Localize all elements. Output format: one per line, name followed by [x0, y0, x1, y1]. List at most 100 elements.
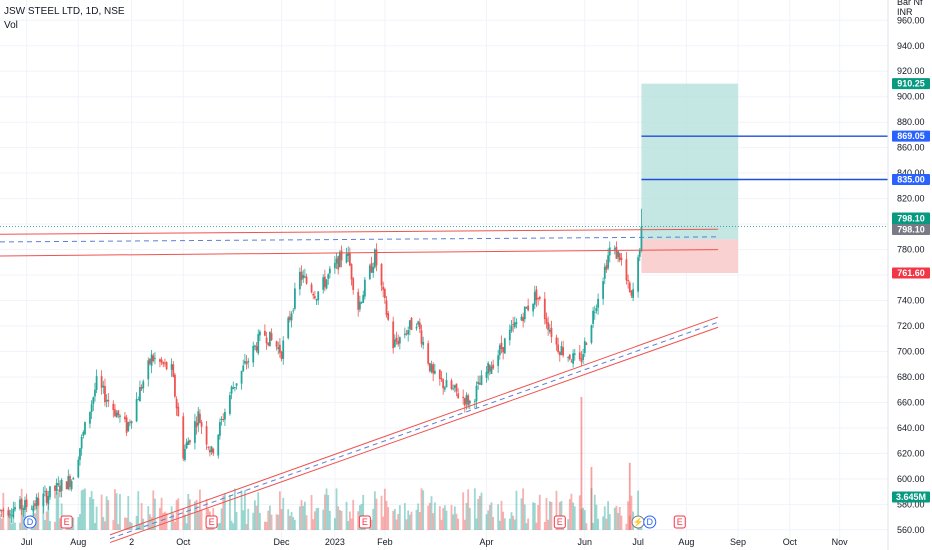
resistance-upper-line[interactable] — [0, 228, 719, 235]
volume-bar — [578, 495, 581, 530]
support-lower-line[interactable] — [109, 326, 719, 544]
volume-bar — [620, 515, 623, 530]
candle-body — [189, 440, 191, 443]
candle-body — [247, 360, 250, 363]
candle-body — [45, 490, 48, 503]
position-zones — [641, 83, 739, 274]
candle-body — [430, 364, 433, 373]
candle-body — [149, 358, 151, 364]
volume-bar — [583, 510, 586, 530]
candle-body — [625, 259, 628, 281]
candle-body — [130, 421, 133, 424]
volume-bar — [585, 523, 588, 530]
candle-body — [127, 422, 130, 431]
candle-body — [107, 399, 110, 402]
candle-body — [313, 296, 316, 299]
candle-body — [288, 316, 291, 320]
support-mid-line[interactable] — [109, 321, 719, 540]
volume-bar — [322, 509, 325, 530]
candle-body — [543, 298, 546, 320]
event-markers[interactable]: D E E E E ⚡ D E — [23, 515, 686, 529]
candle-body — [453, 385, 456, 388]
volume-bar — [259, 512, 261, 530]
volume-bar — [305, 515, 308, 530]
volume-bar — [195, 499, 198, 530]
price-tick-label: 820.00 — [897, 194, 925, 204]
candle-body — [177, 406, 180, 417]
candle-body — [352, 278, 355, 290]
candle-body — [640, 226, 643, 251]
candle-body — [585, 343, 588, 345]
volume-legend[interactable]: Vol — [4, 20, 18, 31]
volume-bar — [224, 493, 226, 530]
dividend-marker[interactable] — [643, 515, 657, 529]
candle-body — [212, 448, 215, 454]
candle-body — [358, 301, 361, 310]
candle-body — [112, 403, 115, 411]
candle-body — [293, 288, 296, 309]
candle-body — [618, 253, 621, 261]
candle-body — [568, 354, 571, 360]
volume-bar — [475, 518, 478, 530]
earnings-marker[interactable] — [673, 515, 686, 529]
candle-body — [468, 400, 471, 404]
resistance-mid-line[interactable] — [0, 236, 719, 243]
candle-body — [555, 337, 558, 345]
candle-body — [637, 257, 639, 292]
volume-bar — [372, 508, 375, 530]
time-tick-label: Jul — [632, 537, 644, 547]
support-upper-line[interactable] — [109, 316, 719, 536]
candle-body — [597, 298, 600, 308]
stop-price-tag — [892, 267, 930, 279]
candle-body — [325, 279, 328, 289]
volume-bar — [407, 510, 410, 530]
volume-bar — [165, 513, 168, 530]
earnings-marker[interactable] — [60, 515, 73, 529]
volume-bar — [445, 510, 448, 530]
candle-body — [323, 276, 326, 288]
currency-label: INR — [897, 7, 913, 17]
volume-bar — [347, 520, 350, 530]
candle-body — [9, 514, 11, 515]
volume-bar — [57, 489, 60, 530]
candle-body — [508, 330, 511, 341]
volume-bar — [538, 494, 541, 530]
candle-body — [185, 442, 188, 449]
volume-bar — [593, 494, 596, 530]
horizontal-levels[interactable] — [0, 135, 888, 227]
candle-body — [14, 507, 16, 510]
volume-bar — [197, 511, 200, 530]
candle-body — [102, 385, 105, 388]
volume-bar — [137, 491, 140, 530]
time-axis[interactable]: Jul Aug 2 Oct Dec 2023 Feb Apr Jun Jul Aug Sep Oct No… — [21, 537, 848, 547]
volume-bar — [95, 506, 98, 530]
volume-bar — [512, 515, 515, 530]
symbol-title[interactable]: JSW STEEL LTD, 1D, NSE — [4, 6, 125, 17]
dividend-marker[interactable] — [23, 515, 37, 529]
earnings-marker[interactable] — [553, 515, 566, 529]
time-tick-label: Aug — [70, 537, 86, 547]
candle-body — [613, 248, 616, 250]
earnings-marker[interactable] — [358, 515, 371, 529]
candle-body — [129, 422, 131, 424]
candle-body — [184, 448, 186, 460]
candle-body — [147, 360, 150, 380]
candle-body — [159, 359, 161, 362]
volume-bar — [12, 517, 15, 530]
volume-bar — [383, 488, 386, 530]
volume-bar — [405, 519, 408, 530]
volume-bar — [104, 521, 106, 530]
volume-bar — [555, 490, 558, 530]
earnings-marker[interactable] — [205, 515, 218, 529]
volume-bar — [608, 514, 611, 530]
candle-body — [513, 322, 516, 328]
trend-lines[interactable] — [0, 228, 719, 544]
resistance-lower-line[interactable] — [0, 249, 719, 257]
volume-bar — [357, 511, 360, 530]
candle-body — [382, 286, 385, 290]
volume-bar — [375, 498, 378, 530]
price-axis[interactable]: 560.00 580.00 600.00 620.00 640.00 660.00 680.… — [897, 0, 925, 535]
volume-bar — [160, 497, 163, 530]
candle-body — [570, 361, 573, 363]
